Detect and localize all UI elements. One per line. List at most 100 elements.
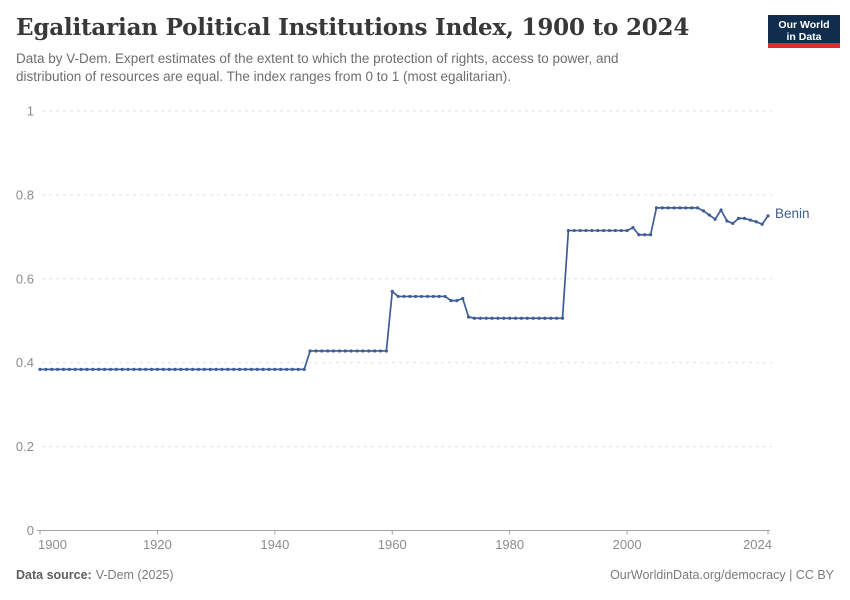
data-point[interactable] xyxy=(331,349,336,353)
data-point[interactable] xyxy=(572,228,576,233)
data-point[interactable] xyxy=(484,316,488,320)
data-point[interactable] xyxy=(202,367,206,372)
data-point[interactable] xyxy=(478,316,482,320)
data-point[interactable] xyxy=(173,367,177,372)
data-point[interactable] xyxy=(179,367,183,372)
data-point[interactable] xyxy=(443,294,447,299)
data-point[interactable] xyxy=(38,367,42,372)
data-point[interactable] xyxy=(508,316,512,320)
data-point[interactable] xyxy=(226,367,230,372)
data-point[interactable] xyxy=(120,367,124,372)
data-point[interactable] xyxy=(132,367,136,372)
data-point[interactable] xyxy=(167,367,171,372)
data-point[interactable] xyxy=(748,218,752,222)
data-point[interactable] xyxy=(596,228,600,233)
data-point[interactable] xyxy=(537,316,541,320)
data-point[interactable] xyxy=(196,367,201,372)
data-point[interactable] xyxy=(61,367,66,372)
data-point[interactable] xyxy=(731,221,735,226)
data-point[interactable] xyxy=(50,367,54,372)
data-point[interactable] xyxy=(302,367,306,372)
data-point[interactable] xyxy=(267,367,271,372)
data-point[interactable] xyxy=(648,233,653,237)
data-point[interactable] xyxy=(284,367,289,372)
data-point[interactable] xyxy=(126,367,130,372)
data-point[interactable] xyxy=(79,367,83,372)
data-point[interactable] xyxy=(367,349,371,353)
data-point[interactable] xyxy=(420,294,424,299)
data-point[interactable] xyxy=(754,220,758,224)
data-point[interactable] xyxy=(261,367,265,372)
data-point[interactable] xyxy=(701,209,706,213)
data-point[interactable] xyxy=(760,222,764,226)
data-point[interactable] xyxy=(355,349,359,353)
data-point[interactable] xyxy=(660,206,664,210)
data-point[interactable] xyxy=(149,367,154,372)
data-point[interactable] xyxy=(320,349,324,353)
data-point[interactable] xyxy=(102,367,107,372)
data-point[interactable] xyxy=(549,316,553,320)
data-point[interactable] xyxy=(472,316,477,320)
data-point[interactable] xyxy=(637,233,641,237)
data-point[interactable] xyxy=(560,316,565,320)
data-point[interactable] xyxy=(97,367,101,372)
data-point[interactable] xyxy=(590,228,594,233)
data-point[interactable] xyxy=(543,316,547,320)
data-point[interactable] xyxy=(337,349,342,353)
data-point[interactable] xyxy=(67,367,71,372)
data-point[interactable] xyxy=(713,217,717,221)
data-point[interactable] xyxy=(584,228,588,233)
data-point[interactable] xyxy=(613,228,617,233)
data-point[interactable] xyxy=(695,206,700,210)
data-point[interactable] xyxy=(108,367,113,372)
data-point[interactable] xyxy=(144,367,148,372)
data-point[interactable] xyxy=(707,213,711,217)
data-point[interactable] xyxy=(296,367,300,372)
data-point[interactable] xyxy=(232,367,236,372)
data-point[interactable] xyxy=(44,367,48,372)
data-point[interactable] xyxy=(725,219,729,223)
data-point[interactable] xyxy=(684,206,688,210)
data-point[interactable] xyxy=(396,294,400,299)
owid-logo[interactable]: Our World in Data xyxy=(768,15,840,48)
data-point[interactable] xyxy=(766,214,770,218)
benin-line[interactable] xyxy=(40,207,769,371)
data-source-value[interactable]: V-Dem (2025) xyxy=(95,568,174,582)
data-point[interactable] xyxy=(326,349,330,353)
data-point[interactable] xyxy=(408,294,412,299)
data-point[interactable] xyxy=(607,228,612,233)
data-point[interactable] xyxy=(502,316,506,320)
data-point[interactable] xyxy=(361,349,365,353)
data-point[interactable] xyxy=(678,206,682,210)
license-link[interactable]: CC BY xyxy=(795,568,834,582)
data-point[interactable] xyxy=(73,367,77,372)
data-point[interactable] xyxy=(255,367,259,372)
data-point[interactable] xyxy=(431,294,435,299)
data-point[interactable] xyxy=(279,367,283,372)
data-point[interactable] xyxy=(414,294,418,299)
data-point[interactable] xyxy=(243,367,248,372)
series-label-benin[interactable]: Benin xyxy=(775,206,810,221)
data-point[interactable] xyxy=(308,349,312,353)
data-point[interactable] xyxy=(373,349,377,353)
data-point[interactable] xyxy=(290,367,295,372)
data-point[interactable] xyxy=(208,367,212,372)
data-point[interactable] xyxy=(349,349,353,353)
data-point[interactable] xyxy=(155,367,160,372)
data-point[interactable] xyxy=(220,367,224,372)
data-point[interactable] xyxy=(161,367,165,372)
data-point[interactable] xyxy=(466,315,471,319)
data-point[interactable] xyxy=(719,208,723,212)
data-point[interactable] xyxy=(643,233,647,237)
data-point[interactable] xyxy=(85,367,89,372)
data-point[interactable] xyxy=(690,206,694,210)
data-point[interactable] xyxy=(455,299,459,303)
data-point[interactable] xyxy=(390,289,394,293)
data-point[interactable] xyxy=(384,349,388,353)
data-point[interactable] xyxy=(449,299,453,303)
data-point[interactable] xyxy=(343,349,347,353)
data-point[interactable] xyxy=(191,367,195,372)
data-point[interactable] xyxy=(402,294,406,299)
data-point[interactable] xyxy=(425,294,430,299)
data-point[interactable] xyxy=(531,316,535,320)
